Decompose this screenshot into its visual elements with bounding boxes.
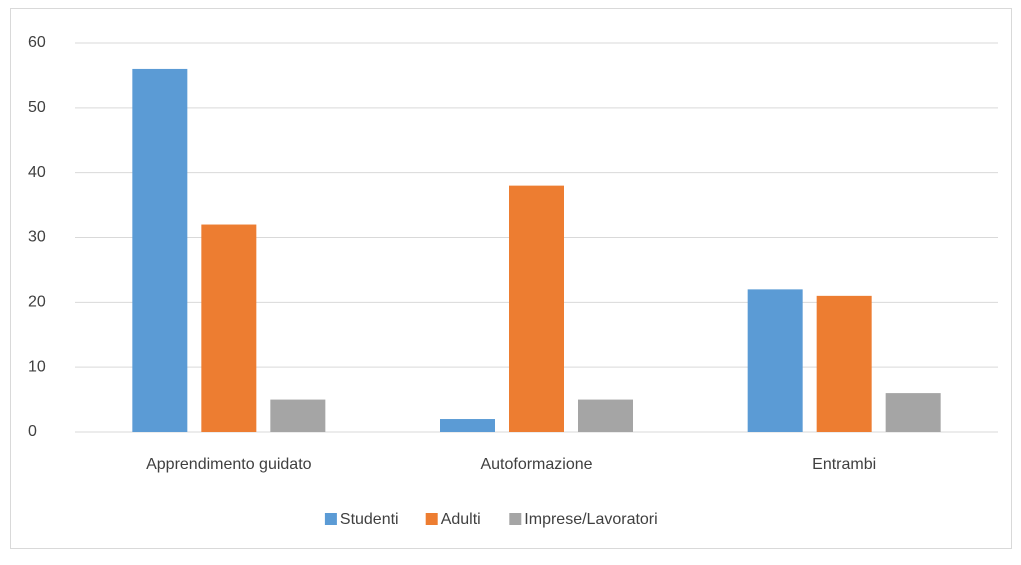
legend-swatch: [509, 513, 522, 525]
y-tick-label: 60: [28, 34, 46, 51]
bar: [885, 393, 941, 432]
legend-swatch: [324, 513, 337, 525]
bar: [440, 419, 495, 432]
y-tick-label: 0: [28, 423, 37, 440]
y-tick-label: 50: [28, 99, 46, 116]
legend-label: Studenti: [340, 511, 399, 528]
legend-label: Adulti: [441, 511, 481, 528]
bar: [201, 224, 257, 432]
x-tick-label: Autoformazione: [480, 456, 592, 473]
bar: [270, 399, 326, 432]
legend-swatch: [425, 513, 438, 525]
y-tick-label: 20: [28, 294, 46, 311]
y-tick-label: 10: [28, 358, 46, 375]
bar: [578, 399, 633, 432]
x-tick-label: Apprendimento guidato: [146, 456, 312, 473]
bar: [747, 289, 803, 432]
x-tick-label: Entrambi: [812, 456, 876, 473]
bar: [132, 68, 188, 432]
y-tick-label: 30: [28, 229, 46, 246]
bar: [816, 295, 872, 432]
legend-label: Imprese/Lavoratori: [524, 511, 657, 528]
bar: [509, 185, 564, 432]
y-tick-label: 40: [28, 164, 46, 181]
